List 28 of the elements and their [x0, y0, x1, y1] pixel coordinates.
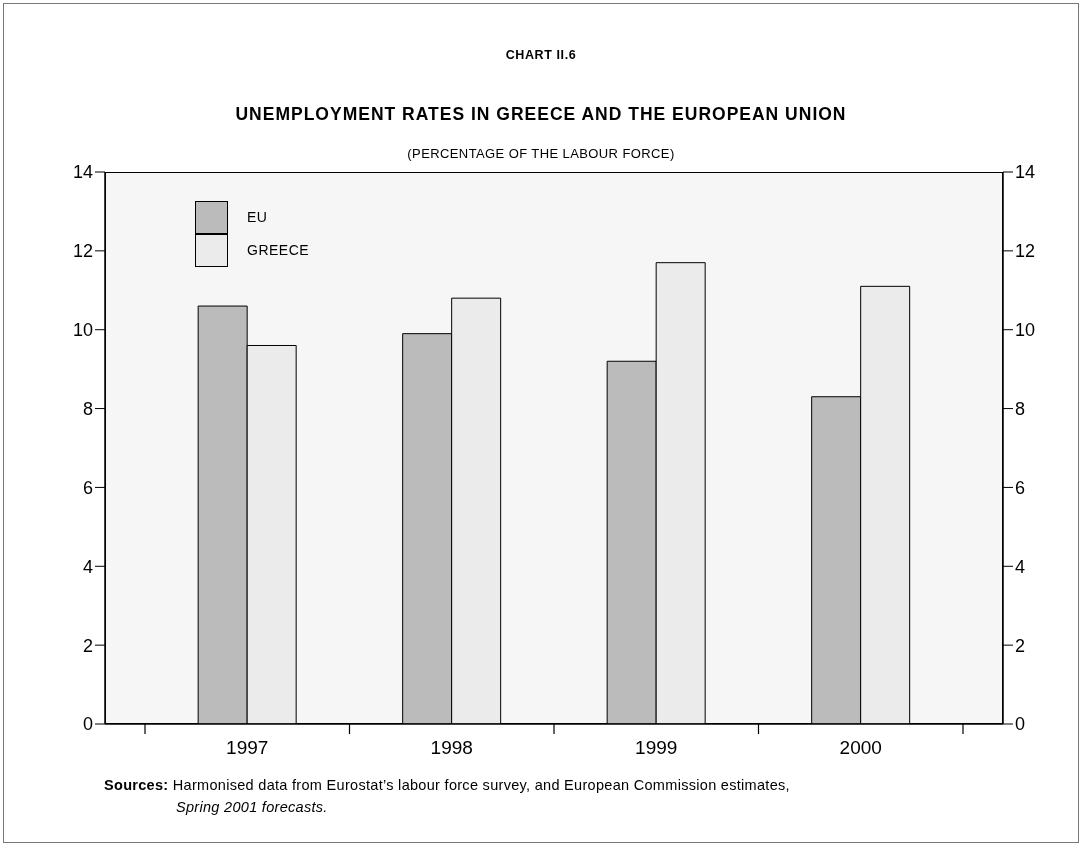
y-tick-label: 0	[82, 714, 93, 735]
y-tick-label: 12	[72, 241, 93, 262]
y-tick-label: 10	[72, 320, 93, 341]
y2-tick-label: 12	[1015, 241, 1036, 262]
text: Harmonised data from Eurostat’s labour force survey, and European Commission estimates,	[172, 777, 790, 793]
chart-subtitle: (PERCENTAGE OF THE LABOUR FORCE)	[406, 146, 676, 161]
y-tick-label: 4	[82, 556, 93, 577]
y2-tick-label: 10	[1015, 320, 1036, 341]
y-tick-label: 2	[82, 635, 93, 656]
y-tick-label: 14	[72, 162, 93, 183]
text: Spring 2001 forecasts.	[176, 799, 328, 815]
y2-tick-label: 0	[1015, 714, 1026, 735]
x-tick-label: 1999	[635, 737, 678, 758]
chart-title: UNEMPLOYMENT RATES IN GREECE AND THE EUROPEAN UNION	[234, 104, 848, 125]
y-tick-label: 8	[82, 398, 93, 419]
y2-tick-label: 2	[1015, 635, 1026, 656]
legend-label: GREECE	[247, 242, 310, 258]
y2-tick-label: 8	[1015, 398, 1026, 419]
y2-tick-label: 14	[1015, 162, 1036, 183]
y-tick-label: 6	[82, 477, 93, 498]
source-note: Sources:	[104, 777, 169, 793]
legend-label: EU	[247, 209, 268, 225]
text: CHART II.6	[504, 48, 578, 62]
x-tick-label: 2000	[839, 737, 882, 758]
y2-tick-label: 4	[1015, 556, 1026, 577]
x-tick-label: 1997	[226, 737, 269, 758]
y2-tick-label: 6	[1015, 477, 1026, 498]
x-tick-label: 1998	[430, 737, 473, 758]
